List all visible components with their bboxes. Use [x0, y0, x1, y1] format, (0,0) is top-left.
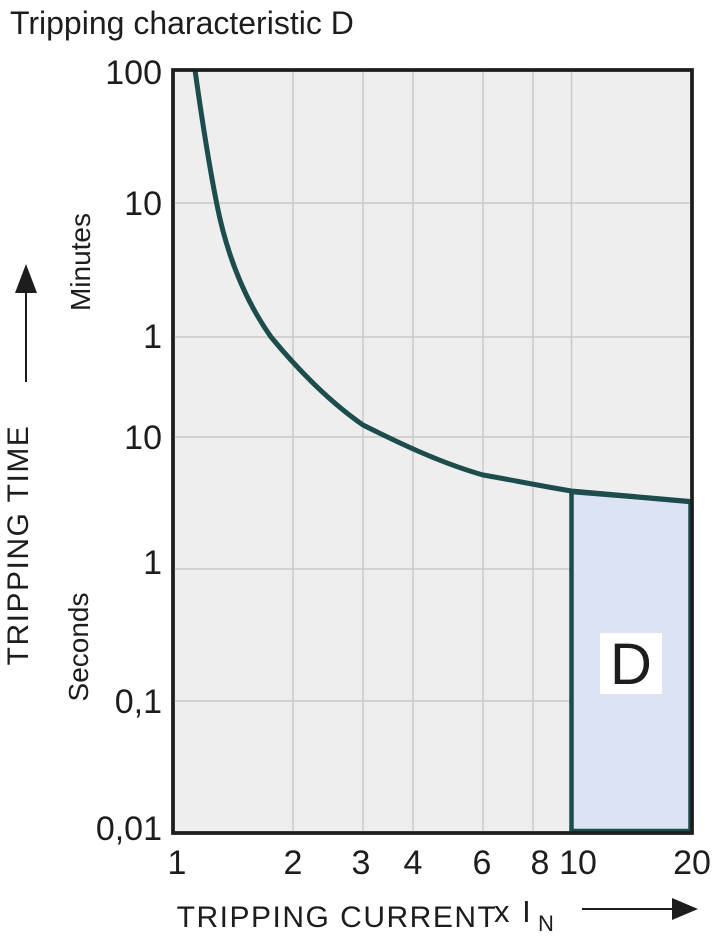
x-tick-label: 6 [473, 844, 492, 882]
arrow-right-head [672, 898, 698, 920]
page-title: Tripping characteristic D [10, 5, 354, 41]
region-d-label: D [610, 632, 652, 697]
x-tick-label: 1 [168, 844, 187, 882]
y-tick-label: 10 [124, 419, 162, 457]
y-unit-seconds: Seconds [63, 593, 94, 702]
x-tick-label: 8 [531, 844, 550, 882]
y-axis-tick-labels: 100 10 1 10 1 0,1 0,01 [96, 54, 162, 848]
y-unit-minutes: Minutes [65, 213, 96, 311]
arrow-up-head [15, 264, 37, 293]
y-tick-label: 0,01 [96, 810, 162, 848]
x-tick-label: 20 [673, 844, 711, 882]
arrow-right-icon [582, 898, 698, 920]
trip-curve [192, 69, 691, 504]
x-tick-label: 10 [559, 844, 597, 882]
x-axis-unit: x I [494, 894, 533, 929]
horizontal-gridlines [173, 202, 692, 702]
arrow-up-icon [15, 264, 37, 382]
y-tick-label: 1 [143, 318, 162, 356]
y-axis-title: TRIPPING TIME [2, 425, 35, 666]
x-tick-label: 2 [284, 844, 303, 882]
x-axis-unit-subscript: N [538, 911, 554, 936]
y-tick-label: 1 [143, 544, 162, 582]
y-tick-label: 0,1 [115, 683, 162, 721]
x-tick-label: 3 [352, 844, 371, 882]
y-tick-label: 10 [124, 185, 162, 223]
region-d-label-box [600, 633, 662, 694]
x-axis-title: TRIPPING CURRENT [177, 901, 498, 934]
x-tick-label: 4 [404, 844, 423, 882]
x-axis-tick-labels: 1 2 3 4 6 8 10 20 [168, 844, 711, 882]
plot-border [171, 68, 694, 835]
y-tick-label: 100 [105, 54, 162, 92]
